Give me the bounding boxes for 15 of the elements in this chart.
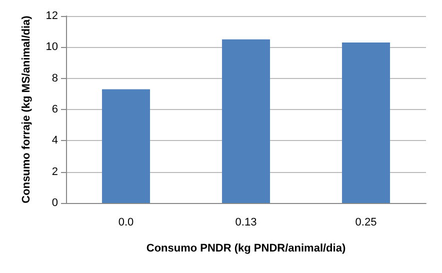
y-axis-title: Consumo forraje (kg MS/animal/dia) <box>20 15 32 204</box>
y-tick-label: 0 <box>52 197 58 209</box>
y-tick-label: 6 <box>52 104 58 116</box>
x-tick-label: 0.25 <box>355 216 377 228</box>
y-tick-label: 2 <box>52 166 58 178</box>
bar <box>222 39 270 203</box>
y-tick-label: 4 <box>52 134 58 147</box>
y-tick-label: 10 <box>46 41 58 54</box>
y-tick-label: 12 <box>46 10 58 22</box>
x-tick-label: 0.0 <box>118 216 134 228</box>
bar <box>102 89 150 203</box>
bar <box>342 42 390 203</box>
y-tick-label: 8 <box>52 72 58 84</box>
x-axis-title: Consumo PNDR (kg PNDR/animal/dia) <box>146 242 346 254</box>
x-tick-label: 0.13 <box>235 216 257 228</box>
